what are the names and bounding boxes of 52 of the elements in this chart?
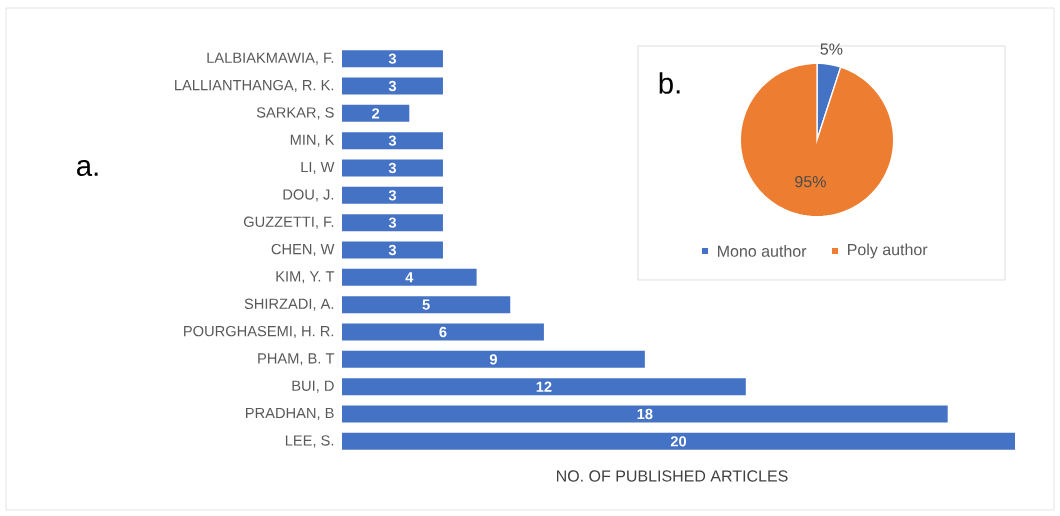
y-tick-label: POURGHASEMI, H. R.	[184, 325, 334, 339]
y-tick-label: LI, W	[301, 162, 335, 174]
data-label: 4	[405, 272, 414, 283]
bar	[342, 77, 443, 95]
data-label: 20	[670, 436, 687, 447]
data-label: 3	[388, 190, 397, 201]
bar	[342, 323, 544, 341]
data-label: 12	[536, 381, 552, 392]
y-tick-label: GUZZETTI, F.	[243, 216, 334, 229]
y-tick-label: DOU, J.	[283, 189, 334, 202]
data-label: 3	[388, 217, 397, 228]
data-label: 6	[439, 326, 447, 338]
bar	[342, 378, 746, 396]
data-label: 95%	[795, 175, 826, 188]
legend-label: Mono author	[718, 245, 807, 257]
bar	[342, 241, 443, 259]
bar	[342, 268, 477, 286]
data-label: 3	[388, 53, 397, 64]
x-axis-title: NO. OF PUBLISHED ARTICLES	[557, 470, 788, 482]
legend-label: Poly author	[848, 243, 928, 259]
data-label: 5	[422, 299, 430, 310]
bar	[342, 50, 443, 68]
bar	[342, 350, 645, 368]
data-label: 3	[388, 80, 397, 92]
text: a.	[77, 159, 98, 177]
data-label: 9	[489, 354, 497, 365]
y-tick-label: LEE, S.	[285, 435, 334, 448]
y-tick-label: SHIRZADI, A.	[244, 298, 334, 311]
bar	[342, 405, 948, 423]
bar	[342, 214, 443, 232]
annotation: b.	[659, 72, 680, 94]
bar	[342, 132, 443, 150]
y-tick-label: CHEN, W	[271, 243, 335, 257]
data-label: 3	[388, 162, 397, 174]
y-tick-label: MIN, K	[290, 134, 335, 147]
bar	[342, 104, 410, 122]
y-tick-label: LALBIAKMAWIA, F.	[207, 52, 334, 65]
bar	[342, 159, 443, 177]
y-tick-label: PRADHAN, B	[246, 408, 334, 420]
y-tick-label: PHAM, B. T	[258, 353, 335, 366]
bar	[342, 186, 443, 204]
bar	[342, 432, 1015, 450]
y-tick-label: BUI, D	[292, 380, 334, 393]
y-tick-label: SARKAR, S	[256, 107, 334, 120]
data-label: 18	[637, 408, 653, 420]
data-label: 5%	[820, 43, 843, 55]
data-label: 3	[388, 244, 397, 256]
y-tick-label: KIM, Y. T	[276, 271, 335, 284]
data-label: 3	[388, 135, 397, 146]
data-label: 2	[372, 108, 380, 119]
bar	[342, 296, 511, 314]
y-tick-label: LALLIANTHANGA, R. K.	[175, 79, 334, 93]
